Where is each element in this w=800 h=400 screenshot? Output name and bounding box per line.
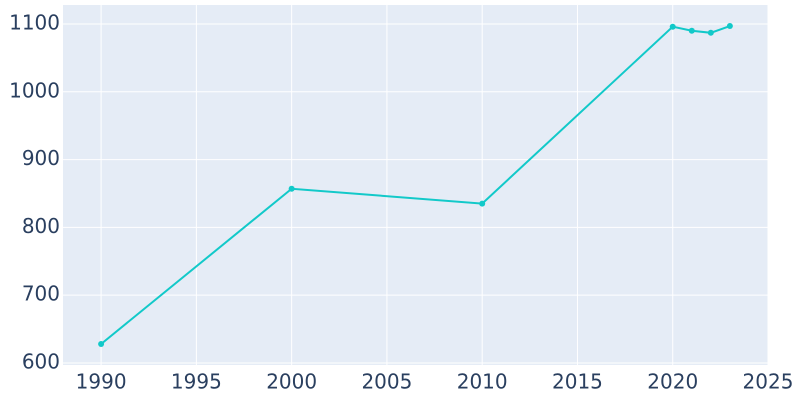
x-tick-label: 1995: [171, 370, 222, 394]
x-tick-label: 2005: [361, 370, 412, 394]
point: [288, 185, 295, 192]
y-tick-label: 800: [22, 214, 60, 238]
x-tick-label: 2010: [457, 370, 508, 394]
point: [98, 340, 105, 347]
y-tick-label: 600: [22, 349, 60, 373]
point: [726, 23, 733, 30]
y-tick-label: 1000: [9, 78, 60, 102]
point: [688, 27, 695, 34]
point: [707, 29, 714, 36]
x-tick-label: 2020: [647, 370, 698, 394]
y-tick-label: 700: [22, 282, 60, 306]
point: [479, 200, 486, 207]
x-tick-label: 2000: [266, 370, 317, 394]
plot-background: [63, 5, 768, 365]
x-tick-label: 2015: [552, 370, 603, 394]
y-tick-label: 1100: [9, 10, 60, 34]
point: [669, 23, 676, 30]
x-tick-label: 1990: [76, 370, 127, 394]
x-tick-label: 2025: [743, 370, 794, 394]
y-tick-label: 900: [22, 146, 60, 170]
